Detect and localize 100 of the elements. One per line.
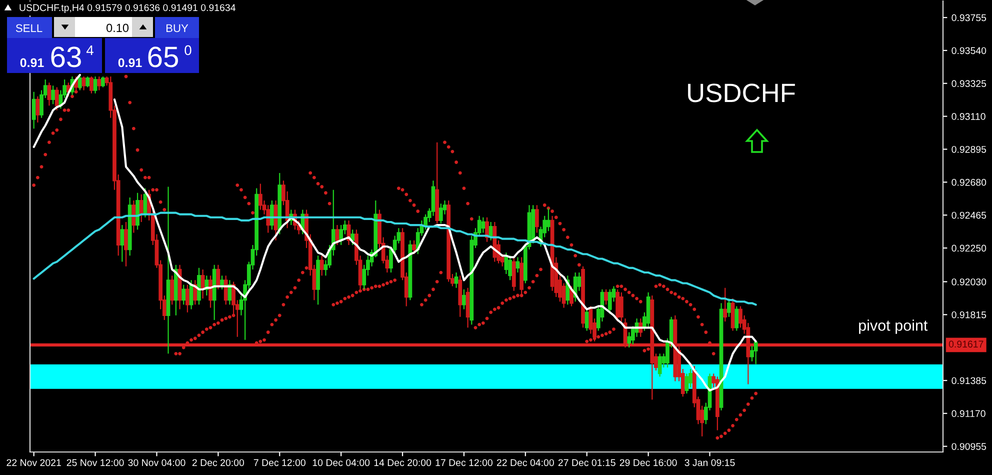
candlestick [446, 200, 451, 282]
candlestick [604, 288, 608, 306]
candlestick [684, 373, 689, 394]
x-tick-label: 22 Dec 04:00 [496, 459, 554, 466]
candlestick [646, 292, 650, 328]
annotation: pivot point [859, 320, 928, 334]
y-tick-label: 0.93110 [952, 113, 986, 120]
x-tick-label: 30 Nov 04:00 [128, 459, 186, 466]
candlestick [174, 264, 178, 316]
annotation: 4 [86, 45, 94, 55]
candlestick [189, 280, 194, 310]
annotation: 65 [148, 46, 178, 68]
candlestick [466, 287, 470, 328]
candlestick [197, 267, 201, 306]
candlestick [258, 183, 262, 210]
candlestick [36, 96, 40, 123]
candlestick [186, 284, 190, 313]
x-tick-label: 29 Dec 16:00 [620, 459, 677, 466]
annotation: 0.91 [20, 58, 44, 68]
candlestick [278, 172, 282, 235]
candlestick [719, 302, 724, 411]
candlestick [212, 264, 216, 321]
y-tick-label: 0.93325 [952, 80, 986, 88]
candlestick [723, 287, 728, 322]
candlestick [120, 224, 124, 262]
candlestick [658, 353, 662, 378]
candlestick [512, 256, 516, 292]
chart-subtitle: USDCHF.tp,H4 0.91579 0.91636 0.91491 0.91634 [20, 4, 236, 14]
y-tick-label: 0.92895 [952, 146, 986, 153]
candlestick [139, 194, 144, 223]
candlestick [584, 308, 589, 332]
candlestick [47, 82, 52, 106]
candlestick [339, 224, 344, 246]
candlestick [715, 376, 720, 431]
annotation: SELL [16, 24, 42, 32]
candlestick [462, 288, 466, 310]
candlestick [734, 306, 739, 332]
candlestick [650, 294, 654, 400]
candlestick [534, 204, 539, 234]
candlestick [516, 256, 520, 274]
candlestick [124, 221, 128, 267]
candlestick [178, 264, 182, 310]
candlestick [350, 229, 355, 246]
candlestick [93, 76, 98, 94]
x-tick-label: 7 Dec 12:00 [254, 459, 306, 466]
y-tick-label: 0.91170 [952, 410, 986, 418]
candlestick [182, 284, 186, 306]
y-tick-label: 0.91385 [952, 377, 986, 384]
x-tick-label: 27 Dec 01:15 [558, 459, 616, 466]
x-tick-label: 10 Dec 04:00 [312, 459, 370, 466]
candlestick [97, 76, 102, 91]
candlestick [274, 200, 278, 241]
candlestick [570, 286, 574, 307]
candlestick [673, 314, 678, 382]
annotation: 0 [184, 45, 192, 56]
ref-line-label: 0.91617 [948, 340, 984, 348]
candlestick [224, 275, 228, 306]
candlestick [412, 240, 416, 255]
text: USDCHF [688, 84, 795, 102]
candlestick [458, 275, 462, 318]
y-tick-label: 0.92030 [952, 278, 986, 286]
x-tick-label: 3 Jan 09:15 [684, 459, 735, 466]
candlestick [754, 341, 758, 365]
candlestick [101, 76, 105, 88]
candlestick [136, 192, 140, 230]
candlestick [270, 200, 274, 230]
candlestick [200, 268, 205, 300]
annotation: 63 [51, 46, 81, 68]
y-tick-label: 0.91815 [952, 311, 986, 318]
candlestick [170, 275, 174, 306]
candlestick [54, 86, 59, 111]
candlestick [488, 221, 493, 241]
annotation: 0.91 [118, 58, 142, 68]
candlestick [208, 275, 212, 308]
y-tick-label: 0.93755 [952, 14, 986, 22]
candlestick [82, 76, 86, 91]
candlestick [438, 203, 443, 224]
candlestick [86, 76, 90, 88]
candlestick [608, 288, 612, 314]
candlestick [51, 85, 55, 105]
candlestick [266, 204, 270, 234]
candlestick [730, 298, 735, 332]
x-tick-label: 22 Nov 2021 [6, 459, 61, 466]
y-tick-label: 0.93540 [952, 47, 986, 54]
candlestick [619, 292, 624, 322]
candlestick [481, 216, 486, 234]
annotation: BUY [166, 24, 188, 32]
candlestick [32, 91, 36, 130]
y-tick-label: 0.90955 [952, 443, 986, 450]
candlestick [166, 186, 170, 354]
candlestick [454, 272, 458, 288]
x-tick-label: 25 Nov 12:00 [66, 459, 124, 466]
candlestick [616, 288, 620, 322]
x-tick-label: 14 Dec 20:00 [374, 459, 432, 466]
annotation: 0.10 [106, 24, 129, 32]
candlestick [508, 255, 512, 281]
candlestick [220, 275, 224, 290]
candlestick [316, 255, 320, 306]
x-tick-label: 2 Dec 20:00 [192, 459, 244, 466]
x-tick-label: 17 Dec 12:00 [436, 459, 493, 466]
